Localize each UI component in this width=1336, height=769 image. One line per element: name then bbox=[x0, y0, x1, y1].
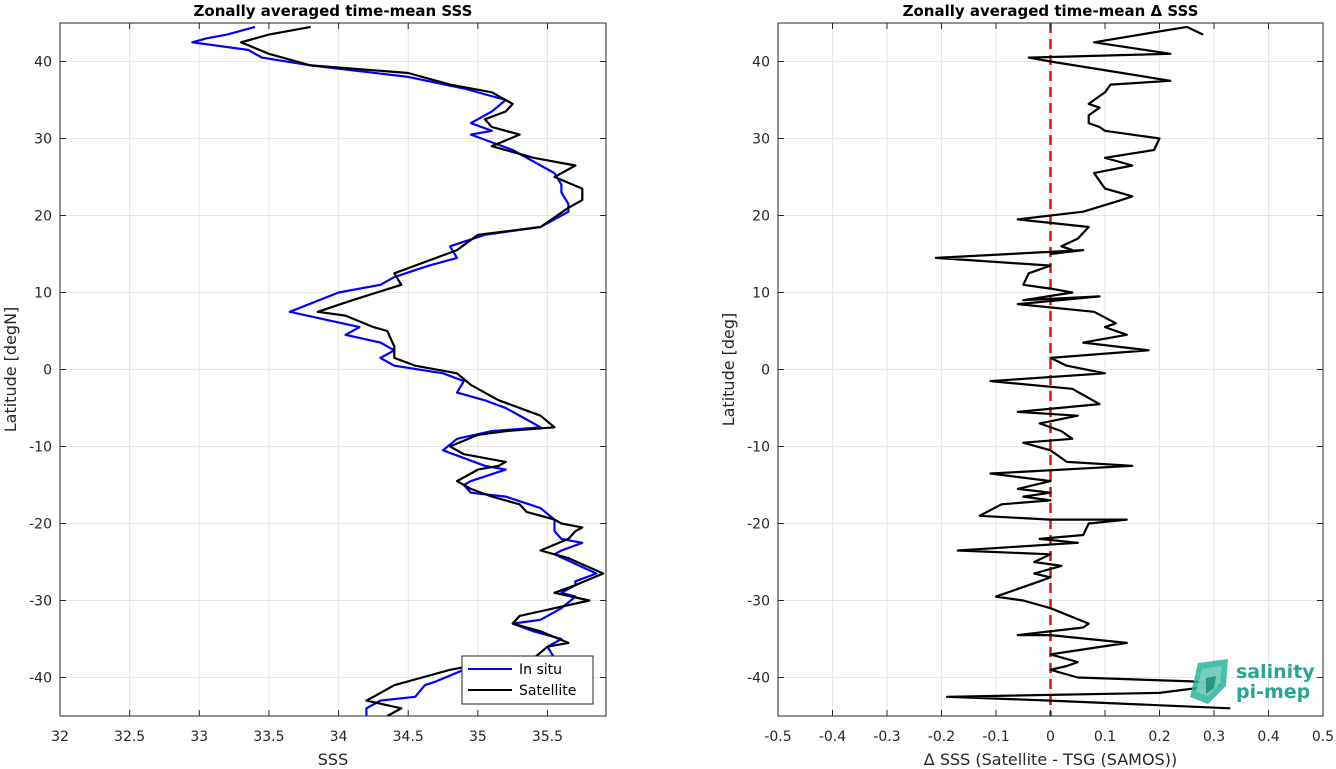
delta-sss-axes: -0.5 -0.4 -0.3 -0.2 -0.1 0 0.1 0.2 0.3 0.4 0.5 -40 -… bbox=[719, 2, 1334, 769]
dsss-y-tick-label: 0 bbox=[761, 363, 770, 379]
sss-x-tick-label: 33 bbox=[190, 729, 208, 745]
sss-y-tick-label: 20 bbox=[34, 209, 52, 225]
dsss-x-tick-label: -0.4 bbox=[819, 729, 846, 745]
sss-y-tick-label: 0 bbox=[43, 363, 52, 379]
dsss-series-line-delta bbox=[934, 25, 1231, 710]
dsss-x-tick-label: 0.2 bbox=[1148, 729, 1170, 745]
sss-x-tick-label: 34 bbox=[330, 729, 348, 745]
sss-x-tick-label: 32 bbox=[51, 729, 69, 745]
sss-x-tick-label: 34.5 bbox=[393, 729, 424, 745]
sss-y-tick-label: -20 bbox=[29, 517, 52, 533]
legend-label-in-situ: In situ bbox=[519, 662, 562, 678]
sss-x-tick-label: 32.5 bbox=[114, 729, 145, 745]
sss-x-tick-label: 33.5 bbox=[253, 729, 284, 745]
dsss-y-tick-label: 40 bbox=[752, 55, 770, 71]
dsss-y-tick-label: -40 bbox=[747, 671, 770, 687]
dsss-x-tick-label: 0.3 bbox=[1203, 729, 1225, 745]
legend-label-satellite: Satellite bbox=[519, 683, 576, 699]
dsss-x-tick-label: -0.3 bbox=[873, 729, 900, 745]
sss-series-line-in-situ bbox=[191, 25, 598, 716]
dsss-x-tick-label: 0.1 bbox=[1094, 729, 1116, 745]
dsss-y-tick-label: 10 bbox=[752, 286, 770, 302]
dsss-y-tick-label: 30 bbox=[752, 132, 770, 148]
dsss-x-axis-label: Δ SSS (Satellite - TSG (SAMOS)) bbox=[924, 750, 1177, 769]
dsss-y-tick-label: -30 bbox=[747, 594, 770, 610]
sss-y-tick-label: -40 bbox=[29, 671, 52, 687]
sss-y-axis-label: Latitude [degN] bbox=[1, 307, 20, 433]
sss-y-tick-label: 40 bbox=[34, 55, 52, 71]
dsss-x-tick-label: -0.2 bbox=[928, 729, 955, 745]
sss-series-line-satellite bbox=[240, 25, 605, 716]
sss-y-tick-label: 10 bbox=[34, 286, 52, 302]
sss-chart-title: Zonally averaged time-mean SSS bbox=[194, 2, 473, 20]
dsss-y-tick-label: -10 bbox=[747, 440, 770, 456]
dsss-y-tick-label: 20 bbox=[752, 209, 770, 225]
logo-text-salinity: salinity bbox=[1236, 661, 1315, 683]
legend-box bbox=[461, 655, 594, 705]
dsss-x-tick-label: 0.5 bbox=[1312, 729, 1334, 745]
logo-wave-icon bbox=[1190, 659, 1228, 704]
logo-text-pi-mep: pi-mep bbox=[1236, 681, 1310, 703]
sss-axes: 32 32.5 33 33.5 34 34.5 35 35.5 -40 -30 -20 -10 0 10 2… bbox=[1, 2, 607, 769]
dsss-x-tick-label: 0.4 bbox=[1257, 729, 1279, 745]
sss-x-tick-label: 35 bbox=[469, 729, 487, 745]
dsss-x-tick-label: -0.5 bbox=[764, 729, 791, 745]
dsss-chart-title: Zonally averaged time-mean Δ SSS bbox=[903, 2, 1199, 20]
sss-y-tick-label: -30 bbox=[29, 594, 52, 610]
dsss-x-tick-label: -0.1 bbox=[982, 729, 1009, 745]
legend: In situ Satellite bbox=[461, 655, 594, 705]
sss-y-tick-label: -10 bbox=[29, 440, 52, 456]
sss-y-tick-label: 30 bbox=[34, 132, 52, 148]
dsss-y-tick-label: -20 bbox=[747, 517, 770, 533]
sss-x-axis-label: SSS bbox=[318, 750, 348, 769]
sss-x-tick-label: 35.5 bbox=[532, 729, 563, 745]
salinity-pi-mep-logo: salinity pi-mep bbox=[1190, 659, 1315, 704]
dsss-x-tick-label: 0 bbox=[1046, 729, 1055, 745]
dsss-y-axis-label: Latitude [deg] bbox=[719, 313, 738, 427]
